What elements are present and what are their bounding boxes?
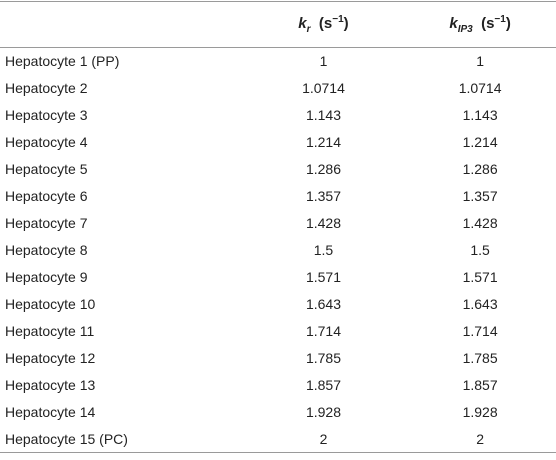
cell-value: 1.0714 xyxy=(458,80,502,96)
table-row: Hepatocyte 3 1.143 1.143 xyxy=(0,102,556,129)
row-label: Hepatocyte 9 xyxy=(5,269,88,285)
table-row: Hepatocyte 2 1.0714 1.0714 xyxy=(0,75,556,102)
cell-value: 1.857 xyxy=(462,377,498,393)
symbol: k xyxy=(298,15,307,32)
cell-value: 1.928 xyxy=(462,404,498,420)
row-label: Hepatocyte 10 xyxy=(5,296,96,312)
row-label: Hepatocyte 13 xyxy=(5,377,96,393)
cell-value: 2 xyxy=(476,430,484,447)
superscript: −1 xyxy=(332,14,344,25)
cell-value: 1.286 xyxy=(305,161,341,177)
cell-value: 1.143 xyxy=(462,107,498,123)
unit: (s xyxy=(481,15,495,32)
unit-close: ) xyxy=(505,15,511,32)
cell-value: 1.143 xyxy=(305,107,341,123)
table-row: Hepatocyte 1 (PP) 1 1 xyxy=(0,48,556,75)
table-row: Hepatocyte 7 1.428 1.428 xyxy=(0,210,556,237)
row-label: Hepatocyte 6 xyxy=(5,188,88,204)
subscript: IP3 xyxy=(457,24,473,35)
row-label: Hepatocyte 14 xyxy=(5,404,96,420)
row-label: Hepatocyte 15 (PC) xyxy=(5,430,128,447)
cell-value: 2 xyxy=(319,430,328,447)
table-row: Hepatocyte 5 1.286 1.286 xyxy=(0,156,556,183)
row-label: Hepatocyte 3 xyxy=(5,107,88,123)
header-row: kr (s−1) kIP3 (s−1) xyxy=(0,1,556,48)
cell-value: 1.428 xyxy=(462,215,498,231)
row-label: Hepatocyte 4 xyxy=(5,134,88,150)
row-label: Hepatocyte 12 xyxy=(5,350,96,366)
subscript: r xyxy=(306,24,311,35)
cell-value: 1.214 xyxy=(305,134,341,150)
cell-value: 1.357 xyxy=(462,188,498,204)
cell-value: 1.643 xyxy=(305,296,341,312)
table-row: Hepatocyte 14 1.928 1.928 xyxy=(0,399,556,426)
cell-value: 1.357 xyxy=(305,188,341,204)
superscript: −1 xyxy=(494,14,506,25)
table-row: Hepatocyte 12 1.785 1.785 xyxy=(0,345,556,372)
row-label: Hepatocyte 8 xyxy=(5,242,88,258)
row-label: Hepatocyte 1 (PP) xyxy=(5,53,120,70)
unit: (s xyxy=(318,15,333,32)
cell-value: 1.785 xyxy=(305,350,341,366)
table-row: Hepatocyte 10 1.643 1.643 xyxy=(0,291,556,318)
row-label: Hepatocyte 11 xyxy=(5,323,95,339)
cell-value: 1.714 xyxy=(305,323,341,339)
cell-value: 1.928 xyxy=(305,404,341,420)
table-row: Hepatocyte 6 1.357 1.357 xyxy=(0,183,556,210)
symbol: k xyxy=(449,15,458,32)
cell-value: 1.214 xyxy=(462,134,498,150)
row-label: Hepatocyte 5 xyxy=(5,161,88,177)
cell-value: 1 xyxy=(319,53,328,70)
cell-value: 1.428 xyxy=(305,215,341,231)
table-body: Hepatocyte 1 (PP) 1 1 Hepatocyte 2 1.0714 1.0… xyxy=(0,48,556,453)
cell-value: 1.643 xyxy=(462,296,498,312)
row-label: Hepatocyte 7 xyxy=(5,215,88,231)
cell-value: 1.0714 xyxy=(302,80,345,96)
cell-value: 1.857 xyxy=(305,377,341,393)
table-row: Hepatocyte 4 1.214 1.214 xyxy=(0,129,556,156)
table-header: kr (s−1) kIP3 (s−1) xyxy=(0,1,556,48)
cell-value: 1.5 xyxy=(313,242,334,258)
column-header: kr (s−1) xyxy=(243,2,404,48)
column-header xyxy=(0,2,243,48)
cell-value: 1.714 xyxy=(462,323,498,339)
cell-value: 1.571 xyxy=(305,269,341,285)
table-row: Hepatocyte 8 1.5 1.5 xyxy=(0,237,556,264)
cell-value: 1.5 xyxy=(470,242,490,258)
table-row: Hepatocyte 9 1.571 1.571 xyxy=(0,264,556,291)
cell-value: 1.571 xyxy=(462,269,498,285)
table-row: Hepatocyte 13 1.857 1.857 xyxy=(0,372,556,399)
column-header: kIP3 (s−1) xyxy=(404,2,556,48)
table-row: Hepatocyte 11 1.714 1.714 xyxy=(0,318,556,345)
cell-value: 1 xyxy=(476,53,484,70)
unit-close: ) xyxy=(343,15,349,32)
cell-value: 1.286 xyxy=(462,161,498,177)
table-row: Hepatocyte 15 (PC) 2 2 xyxy=(0,426,556,453)
cell-value: 1.785 xyxy=(462,350,498,366)
row-label: Hepatocyte 2 xyxy=(5,80,88,96)
